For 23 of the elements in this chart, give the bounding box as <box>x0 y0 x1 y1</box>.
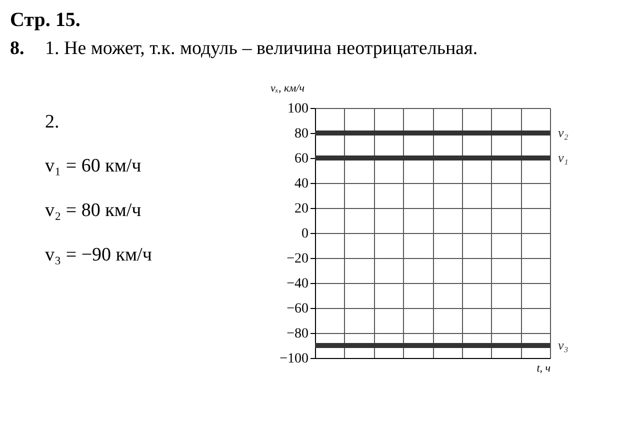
y-tick-label: −100 <box>280 352 308 366</box>
text: 1. Не может, т.к. модуль – величина неотрицательная. <box>45 38 478 59</box>
text: 2. <box>45 111 60 132</box>
y-tick-label: 40 <box>294 176 308 192</box>
text: 8. <box>10 38 24 59</box>
text: Стр. 15. <box>10 9 80 31</box>
y-tick-label: 0 <box>302 226 308 242</box>
series-label: v₂ <box>558 125 569 140</box>
x-axis-title: t, ч <box>536 362 550 374</box>
y-tick-label: 100 <box>288 102 308 116</box>
text: v₃ = −90 км/ч <box>45 244 152 266</box>
y-tick-label: −60 <box>286 302 308 316</box>
series-label: v₁ <box>558 150 568 165</box>
y-tick-label: 80 <box>294 126 308 142</box>
y-tick-label: 20 <box>294 202 308 216</box>
y-tick-label: 60 <box>294 152 308 166</box>
series-label: v₃ <box>558 338 568 352</box>
y-axis-title: vₓ, км/ч <box>270 82 304 94</box>
text: v₂ = 80 км/ч <box>45 200 142 221</box>
y-tick-label: −20 <box>286 252 308 266</box>
text: v₁ = 60 км/ч <box>45 156 142 177</box>
y-tick-label: −80 <box>286 326 308 342</box>
y-tick-label: −40 <box>286 276 308 292</box>
